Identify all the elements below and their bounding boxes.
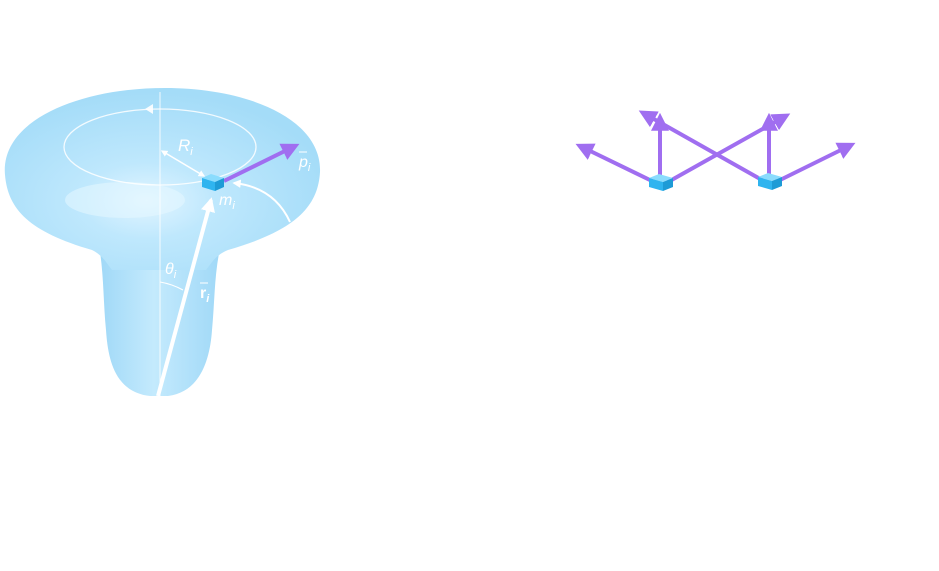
momentum-vector-arrow: [223, 143, 300, 183]
spinning-body-figure: Ri mi θi ri pi: [4, 88, 321, 397]
rotation-curved-arrow: [232, 179, 291, 223]
particle-2-arrow-right: [775, 142, 856, 184]
body-highlight: [65, 182, 185, 218]
radius-label: Ri: [178, 136, 193, 158]
radius-arrow: [160, 150, 206, 177]
particle-2-arrow-left: [638, 110, 763, 182]
momentum-pairs-figure: [575, 110, 856, 191]
particle-1-arrow-right: [667, 113, 791, 184]
body-disk: [4, 88, 321, 270]
mass-label: mi: [219, 192, 235, 212]
svg-text:pi: pi: [298, 154, 311, 174]
position-vector-arrow: [156, 197, 215, 397]
particle-1-arrow-left: [575, 143, 655, 184]
svg-text:ri: ri: [200, 285, 210, 305]
position-label: ri: [200, 282, 210, 305]
orbit-direction-arrow: [145, 104, 153, 114]
orbit-ellipse: [63, 108, 257, 186]
momentum-label: pi: [298, 151, 311, 174]
angle-label: θi: [165, 261, 177, 281]
particle-cube: [202, 174, 224, 191]
particle-1-cube: [649, 174, 673, 191]
angle-arc: [159, 281, 184, 291]
particle-2-cube: [758, 173, 782, 190]
